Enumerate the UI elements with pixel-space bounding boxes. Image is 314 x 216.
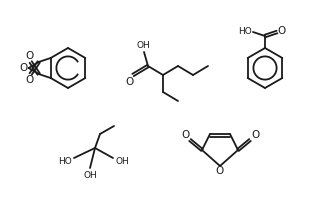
Text: O: O xyxy=(126,77,134,87)
Text: O: O xyxy=(25,51,34,61)
Text: O: O xyxy=(181,130,189,140)
Text: OH: OH xyxy=(83,170,97,179)
Text: OH: OH xyxy=(115,157,129,167)
Text: O: O xyxy=(25,75,34,85)
Text: O: O xyxy=(278,26,286,36)
Text: HO: HO xyxy=(58,157,72,167)
Text: O: O xyxy=(216,166,224,176)
Text: OH: OH xyxy=(136,41,150,49)
Text: HO: HO xyxy=(238,27,252,35)
Text: O: O xyxy=(251,130,259,140)
Text: O: O xyxy=(19,63,28,73)
